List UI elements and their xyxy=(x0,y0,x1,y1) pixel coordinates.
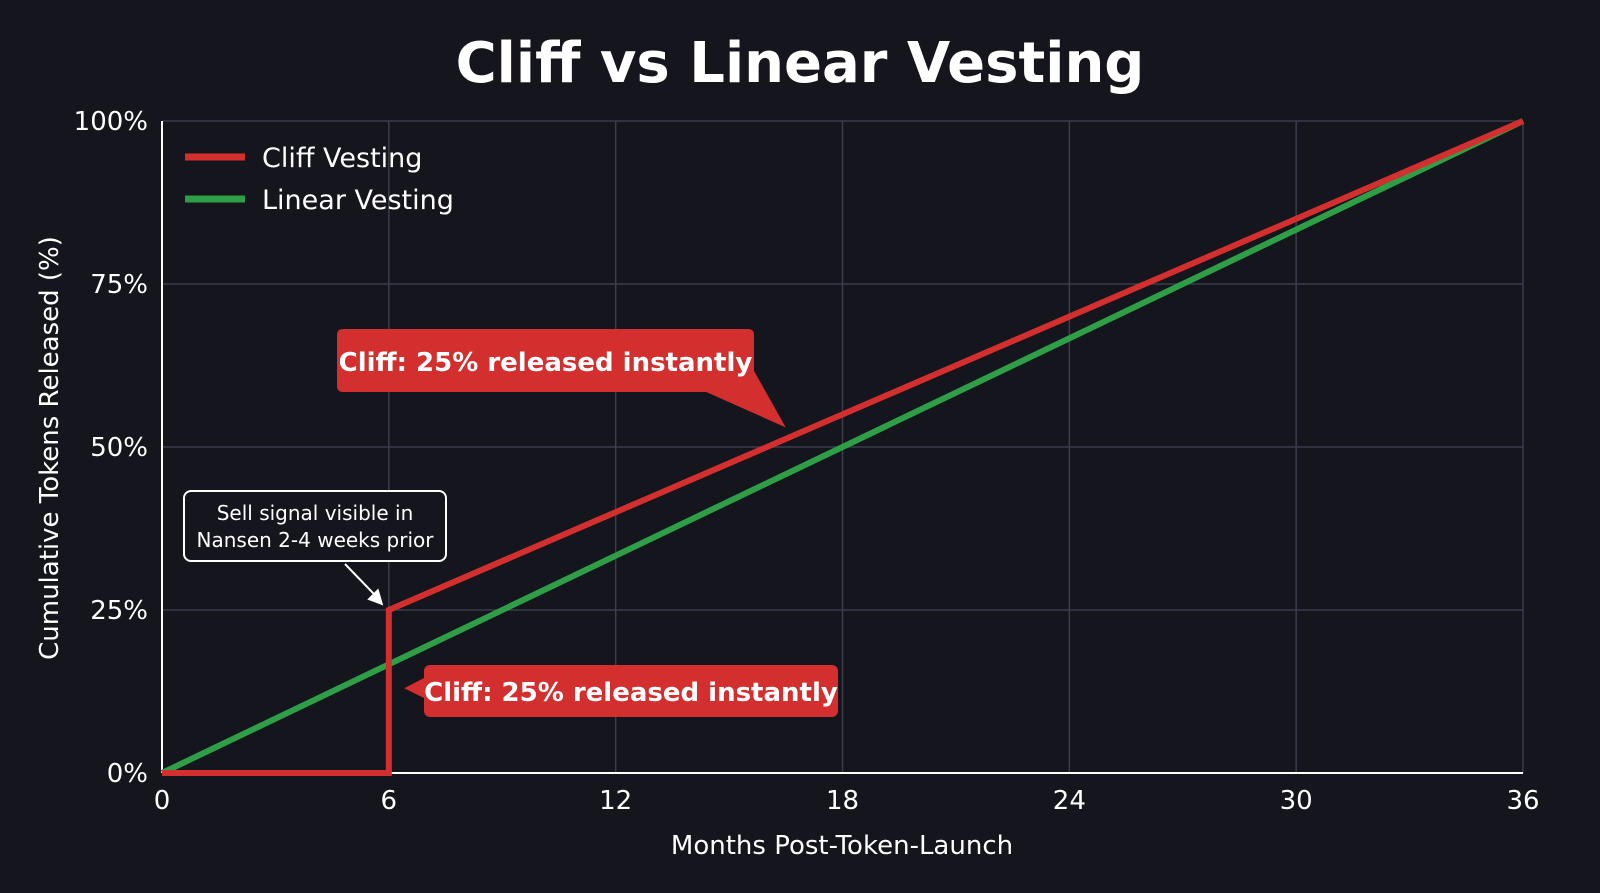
note-arrow-line xyxy=(344,563,378,599)
callout-box-cliff xyxy=(424,665,838,717)
series-layer xyxy=(160,118,1525,776)
note-text-line: Nansen 2-4 weeks prior xyxy=(197,528,435,552)
legend: Cliff Vesting Linear Vesting xyxy=(185,143,454,216)
x-axis-label: Months Post-Token-Launch xyxy=(671,831,1013,861)
x-tick-label: 6 xyxy=(381,786,398,816)
note-text-line: Sell signal visible in xyxy=(217,501,414,525)
note-arrow-head xyxy=(367,588,384,606)
callout-pointer-slope xyxy=(704,362,786,428)
y-axis-label: Cumulative Tokens Released (%) xyxy=(35,236,65,660)
y-tick-label: 50% xyxy=(90,433,148,463)
note-box xyxy=(183,490,447,562)
x-tick-label: 12 xyxy=(599,786,632,816)
y-tick-label: 75% xyxy=(90,270,148,300)
y-tick-label: 100% xyxy=(74,107,148,137)
annotations: Cliff: 25% released instantly Cliff: 25% … xyxy=(183,329,838,717)
callout-text-slope: Cliff: 25% released instantly xyxy=(339,348,753,378)
series-line-cliff-vesting xyxy=(162,118,1525,776)
x-tick-label: 36 xyxy=(1506,786,1539,816)
callout-pointer-cliff xyxy=(404,677,426,699)
x-tick-label: 30 xyxy=(1280,786,1313,816)
legend-label-cliff-vesting: Cliff Vesting xyxy=(262,143,422,174)
y-tick-label: 25% xyxy=(90,596,148,626)
callout-text-cliff: Cliff: 25% released instantly xyxy=(424,678,838,708)
legend-label-linear-vesting: Linear Vesting xyxy=(262,185,454,216)
x-tick-label: 24 xyxy=(1053,786,1086,816)
x-tick-label: 18 xyxy=(826,786,859,816)
chart-title: Cliff vs Linear Vesting xyxy=(456,31,1145,96)
y-tick-label: 0% xyxy=(107,759,148,789)
x-tick-label: 0 xyxy=(154,786,171,816)
callout-box-slope xyxy=(337,329,754,392)
axes: 0 6 12 18 24 30 36 0% 25% 50% 75% 100% xyxy=(74,107,1540,816)
